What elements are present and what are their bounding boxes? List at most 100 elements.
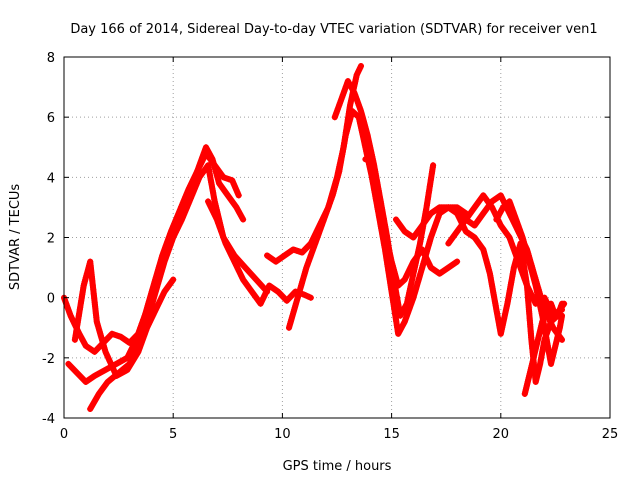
data-point [69,314,73,318]
data-point [420,248,424,252]
data-point [363,157,367,161]
data-point [562,302,566,306]
data-point [553,344,557,348]
data-point [505,302,509,306]
data-point [171,278,175,282]
data-point [333,115,337,119]
data-point [97,392,101,396]
data-point [494,217,498,221]
data-point [287,326,291,330]
data-point [411,296,415,300]
data-point [508,199,512,203]
data-point [508,236,512,239]
data-point [553,314,557,318]
y-tick-label: 2 [47,232,55,247]
data-point [82,284,86,288]
y-axis-label: SDTVAR / TECUs [8,184,23,291]
data-point [145,326,149,330]
data-point [366,133,370,137]
data-point [178,208,182,212]
data-point [169,229,173,233]
data-point [189,196,193,200]
data-point [171,236,175,239]
data-point [274,260,278,264]
data-point [134,338,138,342]
data-point [429,236,433,239]
data-point [186,187,190,191]
data-point [403,320,407,324]
data-point [221,175,225,179]
data-point [514,217,518,221]
data-point [438,211,442,215]
data-point [136,350,140,354]
series-track-d [71,258,177,379]
data-point [204,151,208,155]
data-point [464,229,468,233]
data-point [232,260,236,264]
data-point [558,326,562,330]
data-point [549,320,553,324]
data-point [438,272,442,276]
data-point [180,217,184,221]
y-tick-label: 6 [47,111,55,126]
data-point [235,205,239,209]
data-point [206,163,210,167]
data-point [536,338,540,342]
x-tick-label: 10 [274,427,291,442]
data-point [254,278,258,282]
data-point [527,260,531,264]
data-point [527,374,531,378]
data-point [521,236,525,239]
data-point [352,91,356,95]
data-point [499,332,503,336]
data-point [217,181,221,185]
data-point [446,266,450,270]
data-point [243,266,247,270]
data-point [390,260,394,264]
series-track-g [286,108,469,337]
data-point [420,223,424,227]
data-point [265,254,269,258]
data-point [525,284,529,288]
data-point [348,103,352,107]
data-point [383,229,387,233]
data-point [494,308,498,312]
data-point [300,251,304,255]
data-point [93,374,97,378]
data-point [296,296,300,300]
data-point [394,217,398,221]
data-point [405,302,409,306]
series-markers [286,108,469,337]
data-point [473,205,477,209]
data-point [197,175,201,179]
data-point [88,260,92,264]
data-point [455,229,459,233]
data-point [545,308,549,312]
data-point [438,205,442,209]
data-point [237,193,241,197]
data-point [213,199,217,203]
data-point [162,260,166,264]
y-tick-label: 8 [47,51,55,66]
data-point [337,169,341,173]
data-point [276,290,280,294]
data-point [455,211,459,215]
data-point [75,371,79,375]
data-point [532,356,536,360]
data-point [499,193,503,197]
data-point [154,308,158,312]
data-point [346,79,350,83]
data-point [283,254,287,258]
data-point [549,362,553,366]
data-point [411,260,415,264]
data-point [370,157,374,161]
data-point [204,145,208,149]
data-point [464,217,468,221]
data-point [560,338,564,342]
data-point [490,205,494,209]
y-tick-label: -4 [42,412,55,427]
y-tick-label: 0 [47,292,55,307]
data-point [103,368,107,372]
data-point [420,266,424,270]
x-tick-label: 25 [602,427,619,442]
